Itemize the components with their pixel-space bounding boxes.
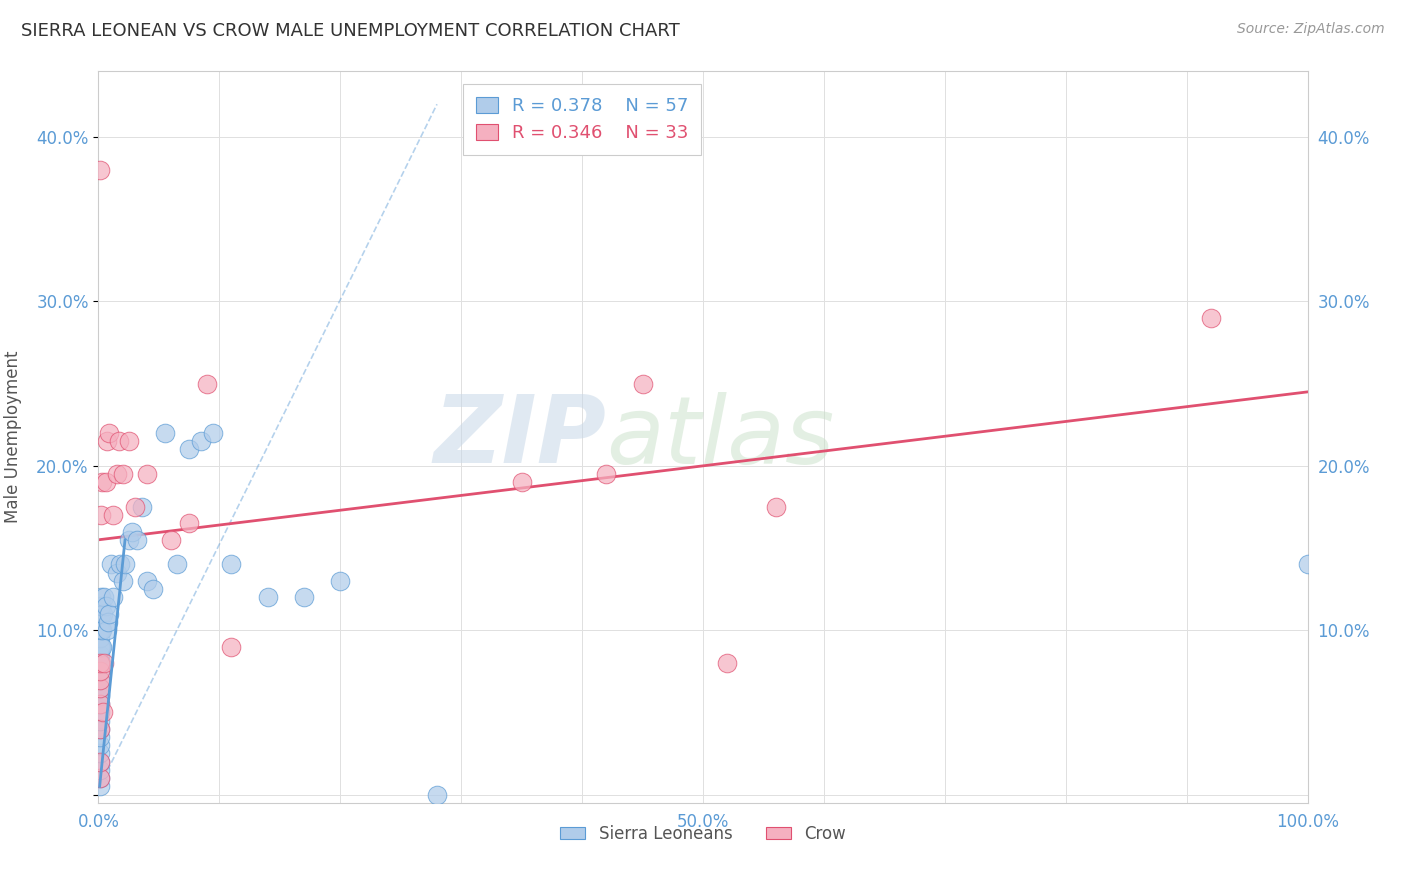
Point: [89, 714, 111, 728]
Point: [101, 508, 124, 523]
Point: [89, 771, 111, 785]
Point: [91, 640, 114, 654]
Point: [91, 607, 114, 621]
Point: [89, 706, 111, 720]
Point: [91, 624, 114, 638]
Point: [329, 574, 352, 588]
Point: [89, 755, 111, 769]
Point: [716, 656, 738, 670]
Point: [98, 425, 121, 440]
Point: [89, 697, 111, 711]
Point: [89, 681, 111, 695]
Point: [89, 697, 111, 711]
Point: [89, 665, 111, 679]
Point: [135, 467, 157, 481]
Point: [90, 591, 112, 605]
Point: [153, 425, 176, 440]
Point: [118, 533, 141, 547]
Point: [114, 558, 136, 572]
Point: [89, 755, 111, 769]
Point: [89, 771, 111, 785]
Point: [89, 780, 111, 794]
Point: [89, 673, 111, 687]
Point: [101, 591, 124, 605]
Text: SIERRA LEONEAN VS CROW MALE UNEMPLOYMENT CORRELATION CHART: SIERRA LEONEAN VS CROW MALE UNEMPLOYMENT…: [21, 22, 681, 40]
Point: [631, 376, 654, 391]
Point: [89, 739, 111, 753]
Point: [89, 689, 111, 703]
Point: [90, 624, 112, 638]
Point: [90, 640, 112, 654]
Point: [98, 607, 121, 621]
Point: [108, 434, 131, 449]
Point: [190, 434, 212, 449]
Text: atlas: atlas: [606, 392, 835, 483]
Point: [426, 788, 449, 802]
Point: [89, 665, 111, 679]
Point: [179, 442, 201, 457]
Point: [93, 591, 115, 605]
Point: [221, 640, 243, 654]
Point: [111, 467, 134, 481]
Point: [94, 599, 117, 613]
Point: [142, 582, 165, 596]
Point: [127, 533, 149, 547]
Point: [91, 475, 114, 490]
Point: [89, 640, 111, 654]
Point: [1296, 558, 1319, 572]
Y-axis label: Male Unemployment: Male Unemployment: [4, 351, 22, 524]
Text: Source: ZipAtlas.com: Source: ZipAtlas.com: [1237, 22, 1385, 37]
Point: [89, 648, 111, 662]
Point: [108, 558, 131, 572]
Point: [111, 574, 134, 588]
Point: [105, 566, 128, 580]
Point: [1199, 310, 1222, 325]
Point: [221, 558, 243, 572]
Point: [256, 591, 278, 605]
Point: [89, 624, 111, 638]
Point: [765, 500, 787, 514]
Point: [118, 434, 141, 449]
Point: [292, 591, 315, 605]
Point: [89, 730, 111, 744]
Point: [595, 467, 617, 481]
Point: [89, 673, 111, 687]
Point: [166, 558, 188, 572]
Point: [89, 747, 111, 761]
Point: [131, 500, 153, 514]
Text: ZIP: ZIP: [433, 391, 606, 483]
Point: [135, 574, 157, 588]
Point: [105, 467, 128, 481]
Point: [89, 722, 111, 736]
Point: [195, 376, 218, 391]
Point: [89, 763, 111, 777]
Point: [89, 722, 111, 736]
Point: [94, 475, 117, 490]
Point: [96, 434, 118, 449]
Point: [179, 516, 201, 531]
Point: [89, 656, 111, 670]
Point: [93, 656, 115, 670]
Point: [121, 524, 143, 539]
Point: [89, 163, 111, 178]
Point: [90, 599, 112, 613]
Point: [90, 607, 112, 621]
Legend: Sierra Leoneans, Crow: Sierra Leoneans, Crow: [554, 818, 852, 849]
Point: [202, 425, 225, 440]
Point: [90, 656, 112, 670]
Point: [96, 624, 118, 638]
Point: [89, 681, 111, 695]
Point: [89, 632, 111, 646]
Point: [124, 500, 146, 514]
Point: [97, 615, 120, 629]
Point: [100, 558, 122, 572]
Point: [160, 533, 183, 547]
Point: [89, 656, 111, 670]
Point: [91, 706, 114, 720]
Point: [90, 508, 112, 523]
Point: [510, 475, 533, 490]
